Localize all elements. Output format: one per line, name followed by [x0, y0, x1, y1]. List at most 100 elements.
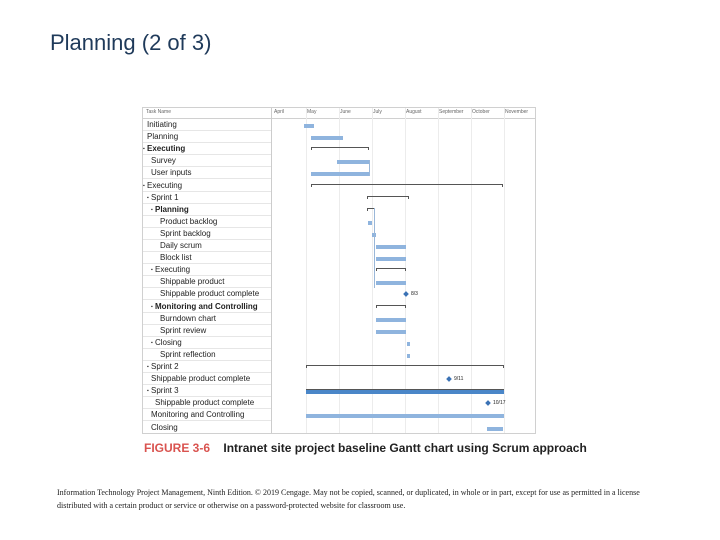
- task-row: Closing: [143, 422, 271, 433]
- task-bar: [337, 160, 369, 165]
- collapse-icon[interactable]: ▪: [143, 182, 145, 189]
- summary-bracket: [367, 195, 409, 199]
- figure-caption-text: Intranet site project baseline Gantt cha…: [223, 441, 587, 455]
- task-row: Sprint 3 ▪: [143, 385, 271, 398]
- collapse-icon[interactable]: ▪: [143, 146, 145, 153]
- collapse-icon[interactable]: ▪: [151, 303, 153, 310]
- task-bar: [311, 136, 343, 141]
- task-row: Sprint 1 ▪: [143, 192, 271, 204]
- task-label: Executing: [147, 180, 183, 190]
- month-header-november: November: [505, 109, 529, 115]
- task-row: Burndown chart: [143, 313, 271, 325]
- task-label: Initiating: [147, 120, 177, 129]
- task-label: Closing: [155, 337, 182, 347]
- milestone-date-label: 10/17: [493, 400, 506, 407]
- collapse-icon[interactable]: ▪: [147, 194, 149, 201]
- task-label: Block list: [160, 253, 192, 263]
- task-label: Executing: [147, 144, 186, 154]
- task-bar: [306, 414, 504, 419]
- task-label: Planning: [155, 204, 189, 214]
- collapse-icon[interactable]: ▪: [147, 388, 149, 395]
- month-gridline: [306, 108, 307, 433]
- month-header-october: October: [472, 109, 490, 115]
- month-gridline: [438, 108, 439, 433]
- milestone-diamond-icon: [446, 376, 452, 382]
- collapse-icon[interactable]: ▪: [147, 364, 149, 370]
- month-header-july: July: [373, 109, 382, 115]
- month-gridline: [504, 108, 505, 433]
- task-label: Sprint review: [160, 325, 207, 335]
- task-label: User inputs: [151, 168, 192, 178]
- task-label: Daily scrum: [160, 241, 202, 250]
- task-row: Shippable product complete: [143, 397, 271, 410]
- task-label: Sprint 3: [151, 386, 179, 396]
- task-label: Sprint 1: [151, 192, 179, 202]
- milestone-date-label: 9/11: [454, 376, 464, 383]
- task-label: Burndown chart: [160, 313, 217, 323]
- figure-caption: FIGURE 3-6 Intranet site project baselin…: [144, 441, 587, 455]
- task-bar: [376, 257, 406, 262]
- figure-number: FIGURE 3-6: [144, 441, 211, 455]
- milestone-diamond-icon: [485, 400, 491, 407]
- task-row: Sprint 2 ▪: [143, 361, 271, 373]
- task-bar: [306, 390, 504, 395]
- summary-bracket: [376, 304, 406, 308]
- month-header-june: June: [340, 109, 351, 115]
- task-bar: [376, 245, 406, 249]
- task-label: Monitoring and Controlling: [155, 301, 258, 311]
- task-row: Sprint backlog: [143, 228, 271, 240]
- copyright-notice: Information Technology Project Managemen…: [57, 488, 640, 510]
- task-label: Survey: [151, 156, 176, 166]
- task-label: Sprint 2: [151, 362, 179, 371]
- task-row: Shippable product: [143, 276, 271, 289]
- collapse-icon[interactable]: ▪: [151, 206, 153, 213]
- month-header-august: August: [406, 109, 422, 115]
- task-bar: [304, 124, 314, 128]
- task-bar: [376, 281, 406, 286]
- dependency-line: [374, 208, 375, 288]
- task-column-divider: [271, 108, 272, 433]
- task-row: Daily scrum: [143, 240, 271, 252]
- task-label: Shippable product complete: [160, 289, 260, 299]
- task-label: Monitoring and Controlling: [151, 410, 245, 420]
- task-row: Sprint review: [143, 325, 271, 337]
- task-row: Initiating: [143, 119, 271, 131]
- summary-bracket: [311, 147, 369, 151]
- task-row: Monitoring and Controlling: [143, 409, 271, 422]
- task-row: Shippable product complete: [143, 373, 271, 386]
- summary-bracket: [306, 365, 504, 368]
- slide-title: Planning (2 of 3): [50, 30, 212, 55]
- task-bar: [376, 329, 406, 334]
- milestone-date-label: 8/3: [411, 291, 418, 298]
- task-row: Executing ▪: [143, 264, 271, 277]
- collapse-icon[interactable]: ▪: [151, 267, 153, 274]
- task-row: Executing ▪: [143, 143, 271, 156]
- task-label: Sprint reflection: [160, 349, 216, 359]
- task-row: Block list: [143, 252, 271, 265]
- task-label: Closing: [151, 422, 178, 432]
- task-label: Shippable product complete: [155, 398, 255, 408]
- collapse-icon[interactable]: ▪: [151, 339, 153, 346]
- task-label: Shippable product complete: [151, 374, 251, 384]
- dependency-line: [369, 160, 370, 176]
- task-bar: [368, 220, 372, 225]
- month-gridline: [339, 108, 340, 433]
- task-row: Planning ▪: [143, 204, 271, 216]
- month-header-september: September: [439, 109, 464, 115]
- task-bar: [487, 426, 503, 431]
- task-row: Monitoring and Controlling ▪: [143, 301, 271, 313]
- summary-bracket: [311, 183, 503, 187]
- task-row: Sprint reflection: [143, 349, 271, 361]
- task-label: Sprint backlog: [160, 228, 211, 238]
- month-header-april: April: [274, 109, 285, 115]
- task-row: Product backlog: [143, 216, 271, 228]
- task-bar: [407, 353, 410, 358]
- summary-bracket: [376, 268, 406, 272]
- month-gridline: [372, 108, 373, 433]
- task-label: Shippable product: [160, 277, 225, 287]
- task-row: Executing ▪: [143, 180, 271, 192]
- task-row: Planning: [143, 131, 271, 144]
- task-bar: [407, 341, 410, 346]
- task-name-header: Task Name: [146, 109, 172, 115]
- month-gridline: [471, 108, 472, 433]
